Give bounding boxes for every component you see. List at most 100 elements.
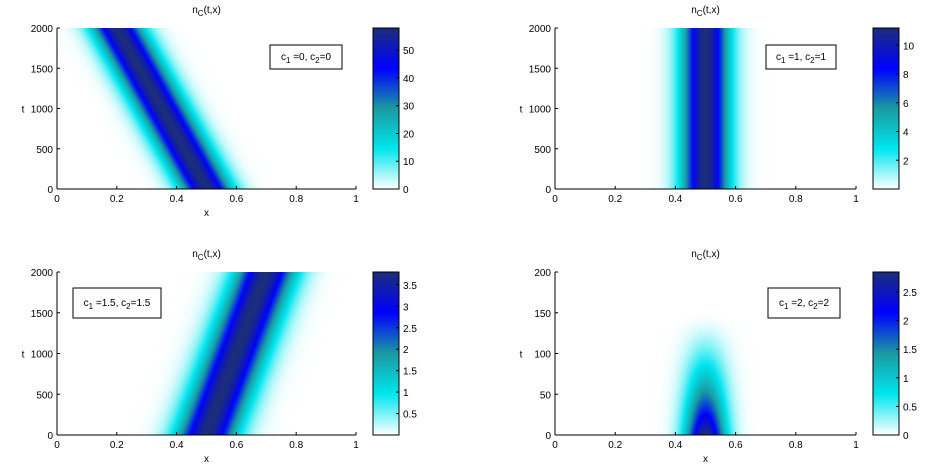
- colorbar: [872, 27, 900, 190]
- x-tick-label: 0.2: [110, 194, 124, 205]
- colorbar-tick-label: 1: [903, 374, 909, 385]
- colorbar-tick-label: 3: [403, 302, 409, 313]
- legend-c1-value: =2,: [788, 298, 808, 309]
- title-sub: C: [198, 253, 204, 262]
- title-main: n: [192, 5, 198, 16]
- colorbar-tick-label: 1: [403, 388, 409, 399]
- x-tick-label: 0.6: [229, 440, 243, 451]
- x-tick-label: 0: [552, 194, 558, 205]
- legend-c2-value: =1.5: [131, 298, 151, 309]
- y-tick-label: 500: [534, 145, 551, 156]
- x-tick-label: 1: [353, 440, 359, 451]
- x-tick-label: 0.6: [229, 194, 243, 205]
- colorbar: [372, 27, 400, 190]
- y-tick-label: 100: [534, 350, 551, 361]
- x-tick-label: 0: [54, 440, 60, 451]
- colorbar-tick-label: 3.5: [403, 281, 417, 292]
- legend-c2-value: =1: [815, 52, 827, 63]
- title-sub: C: [198, 9, 204, 18]
- title-sub: C: [697, 9, 703, 18]
- legend-c-letter: c: [779, 298, 784, 309]
- x-tick-label: 0.6: [729, 194, 743, 205]
- y-tick-label: 200: [534, 268, 551, 279]
- y-tick-label: 2000: [31, 268, 54, 279]
- legend-box: [72, 287, 162, 319]
- x-axis-label: x: [204, 454, 209, 465]
- legend-c-sub: 2: [126, 302, 131, 311]
- y-tick-label: 1500: [529, 64, 552, 75]
- colorbar-tick-label: 40: [403, 74, 415, 85]
- y-tick-label: 1500: [31, 309, 54, 320]
- colorbar-tick-label: 10: [403, 157, 415, 168]
- y-axis-label: t: [22, 105, 25, 116]
- legend-c-letter: c: [84, 298, 89, 309]
- plot-title: nC(t,x): [192, 5, 221, 18]
- x-tick-label: 0.8: [789, 440, 803, 451]
- colorbar-tick-label: 10: [903, 41, 915, 52]
- y-tick-label: 2000: [529, 24, 552, 35]
- x-tick-label: 0.8: [289, 194, 303, 205]
- y-tick-label: 50: [540, 390, 552, 401]
- title-main: n: [691, 249, 697, 260]
- colorbar-tick-label: 2.5: [403, 324, 417, 335]
- panel-3: 0 0.2 0.4 0.6 0.8 1 0 500 1000 1500 2000 x t nC(t,x) c…: [22, 249, 418, 465]
- x-tick-label: 0.4: [668, 194, 682, 205]
- title-main: n: [691, 5, 697, 16]
- panel-1: 0 0.2 0.4 0.6 0.8 10500100015002000xtnC(t,x)c…: [22, 5, 415, 219]
- legend-c-sub: 1: [89, 302, 94, 311]
- colorbar-tick-label: 20: [403, 129, 415, 140]
- colorbar: [872, 271, 900, 436]
- y-tick-label: 500: [36, 390, 53, 401]
- x-tick-label: 0.8: [289, 440, 303, 451]
- legend-box: [765, 44, 837, 70]
- legend-text: c1 =0, c2=0: [281, 52, 331, 65]
- y-axis-label: t: [520, 350, 523, 361]
- colorbar-tick-label: 6: [903, 99, 909, 110]
- x-axis-label: x: [204, 208, 209, 219]
- colorbar-tick-label: 1.5: [403, 367, 417, 378]
- y-tick-label: 1000: [529, 105, 552, 116]
- legend-box: [767, 287, 841, 319]
- colorbar-tick-label: 2: [903, 156, 909, 167]
- colorbar-tick-label: 0: [403, 185, 409, 196]
- y-tick-label: 0: [47, 431, 53, 442]
- colorbar: [372, 271, 400, 436]
- legend-c-sub: 1: [781, 56, 786, 65]
- y-tick-label: 1500: [31, 64, 54, 75]
- legend-c1-value: =1,: [785, 52, 805, 63]
- legend-c-sub: 2: [315, 56, 320, 65]
- legend-c-letter: c: [808, 298, 813, 309]
- colorbar-tick-label: 1.5: [903, 345, 917, 356]
- legend-c-letter: c: [281, 52, 286, 63]
- y-tick-label: 500: [36, 145, 53, 156]
- colorbar-tick-label: 2: [403, 345, 409, 356]
- colorbar-tick-label: 8: [903, 70, 909, 81]
- y-tick-label: 0: [545, 431, 551, 442]
- x-tick-label: 0.2: [110, 440, 124, 451]
- x-tick-label: 0.2: [608, 194, 622, 205]
- x-tick-label: 0.2: [608, 440, 622, 451]
- legend-c-letter: c: [805, 52, 810, 63]
- colorbar-tick-label: 2: [903, 317, 909, 328]
- y-tick-label: 1000: [31, 105, 54, 116]
- x-tick-label: 0.4: [668, 440, 682, 451]
- legend-c2-value: =0: [320, 52, 332, 63]
- x-tick-label: 0.4: [170, 440, 184, 451]
- y-tick-label: 0: [47, 185, 53, 196]
- legend-box: [269, 44, 343, 70]
- title-args: (t,x): [204, 249, 221, 260]
- legend-c-letter: c: [776, 52, 781, 63]
- x-tick-label: 1: [853, 194, 859, 205]
- legend-text: c1 =2, c2=2: [779, 298, 829, 311]
- colorbar-tick-label: 2.5: [903, 288, 917, 299]
- y-axis-label: t: [520, 105, 523, 116]
- x-tick-label: 0: [54, 194, 60, 205]
- legend-c1-value: =0,: [290, 52, 310, 63]
- y-tick-label: 1000: [31, 350, 54, 361]
- x-tick-label: 0.8: [789, 194, 803, 205]
- y-tick-label: 0: [545, 185, 551, 196]
- legend-text: c1 =1, c2=1: [776, 52, 826, 65]
- legend-c-sub: 2: [810, 56, 815, 65]
- y-axis-label: t: [22, 350, 25, 361]
